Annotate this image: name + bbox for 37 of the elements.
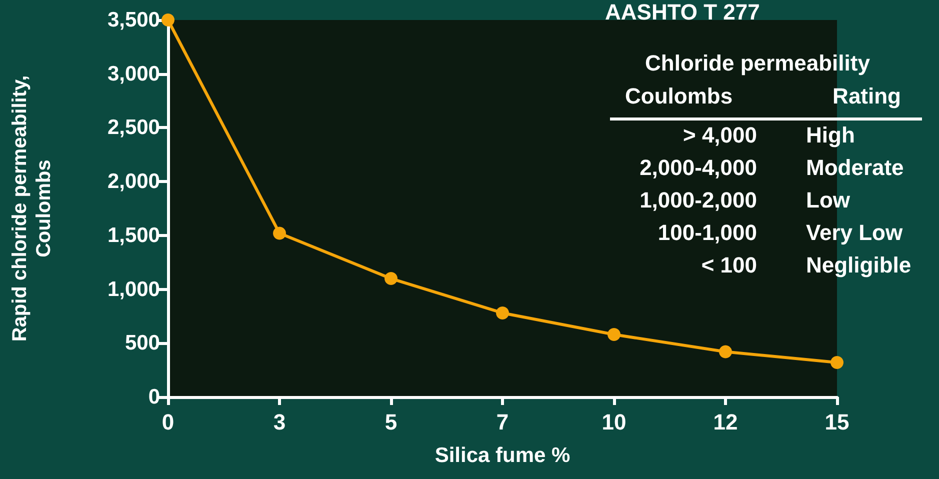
annotation: Moderate [806,155,904,180]
x-tick-label: 7 [496,410,509,434]
x-tick-label: 10 [602,410,626,434]
annotation: Negligible [806,252,912,278]
x-axis-title: Silica fume % [434,444,571,467]
y-tick-label: 3,500 [107,8,160,32]
annotation: > 4,000 [682,122,757,148]
point [719,345,732,358]
x-tick-label: 5 [384,410,398,434]
chart-title: AASHTO T 277 [605,0,760,24]
point [608,328,620,342]
annotation: 100-1,000 [658,220,757,245]
point [830,356,844,370]
y-tick-label: 0 [148,386,160,408]
annotation: Coulombs [625,84,733,108]
y-tick-label: 1,000 [107,278,160,301]
y-tick-label: 3,000 [107,62,160,86]
annotation: Low [806,188,851,212]
annotation: Rating [832,84,902,108]
x-tick-label: 12 [713,410,738,434]
annotation: 1,000-2,000 [640,188,757,212]
point [273,226,286,240]
annotation: 2,000-4,000 [640,155,757,180]
y-tick-label: 1,500 [107,224,160,247]
point [496,306,509,320]
point [162,14,174,26]
y-tick-label: 2,500 [107,116,160,140]
x-tick-label: 3 [273,410,286,434]
x-tick-label: 15 [824,410,850,434]
y-tick-label: 500 [124,332,160,355]
annotation: Very Low [806,220,904,245]
y-tick-label: 2,000 [107,170,160,194]
annotation: Chloride permeability [645,50,871,76]
point [384,272,398,286]
y-axis-title: Rapid chloride permeability, Coulombs [9,75,55,342]
annotation: High [806,122,855,148]
annotation: < 100 [701,252,757,278]
